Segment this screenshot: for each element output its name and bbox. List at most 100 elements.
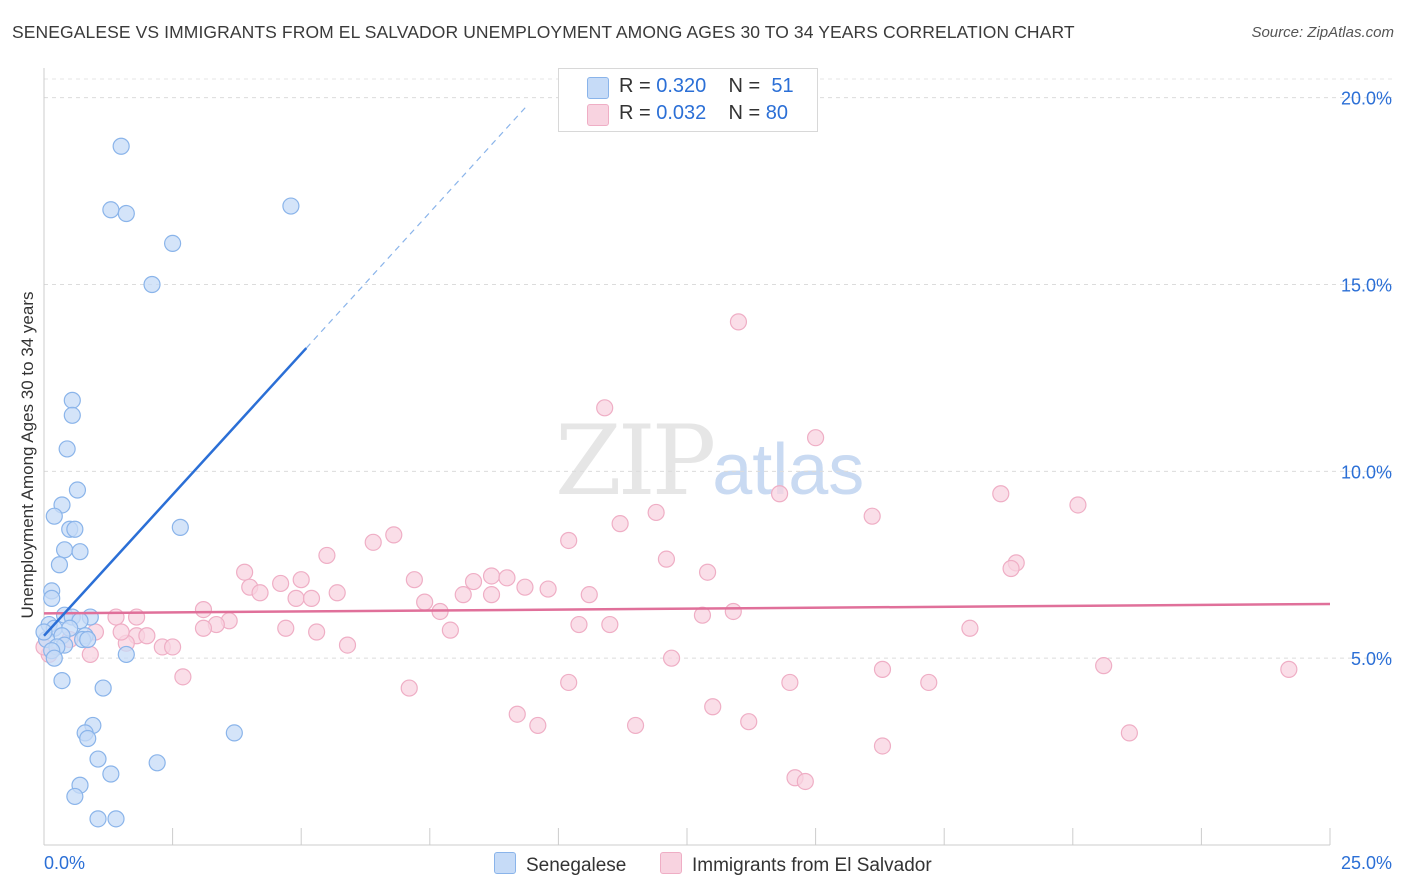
legend-r-value: 0.032 xyxy=(656,102,707,124)
senegalese-point xyxy=(66,787,84,806)
senegalese-point xyxy=(55,541,74,559)
x-tick-label: 0.0% xyxy=(44,853,85,873)
y-tick-label: 20.0% xyxy=(1341,89,1392,109)
legend-n-value: 80 xyxy=(765,102,789,124)
y-tick-label: 15.0% xyxy=(1341,276,1392,296)
el-salvador-point xyxy=(781,673,799,692)
el-salvador-point xyxy=(516,578,534,596)
el-salvador-point xyxy=(611,515,629,533)
el-salvador-point xyxy=(961,619,979,637)
el-salvador-point xyxy=(112,623,130,641)
el-salvador-point xyxy=(416,593,434,611)
senegalese-point xyxy=(79,630,97,649)
el-salvador-point xyxy=(529,716,547,735)
el-salvador-point xyxy=(138,627,156,645)
legend-r-label: R = xyxy=(619,75,657,97)
senegalese-point xyxy=(89,750,107,768)
y-tick-label: 5.0% xyxy=(1351,649,1392,669)
el-salvador-point xyxy=(873,660,892,678)
legend-swatch-senegalese xyxy=(587,77,609,99)
el-salvador-point xyxy=(596,399,614,417)
el-salvador-point xyxy=(464,572,483,591)
bottom-legend-label-senegalese: Senegalese xyxy=(526,855,627,876)
el-salvador-point xyxy=(194,619,213,637)
senegalese-point xyxy=(58,440,76,458)
correlation-legend: R = 0.320 N = 51 R = 0.032 N = 80 xyxy=(558,68,818,132)
senegalese-point xyxy=(117,204,135,223)
el-salvador-point xyxy=(657,550,676,568)
el-salvador-point xyxy=(405,571,423,589)
legend-n-label: N = xyxy=(728,75,766,97)
senegalese-point xyxy=(45,649,63,667)
el-salvador-point xyxy=(272,574,290,593)
el-salvador-point xyxy=(482,567,501,585)
el-salvador-point xyxy=(318,546,336,565)
el-salvador-point xyxy=(174,668,192,686)
senegalese-point xyxy=(71,543,89,561)
senegalese-point xyxy=(43,589,61,607)
senegalese-point xyxy=(107,810,125,828)
bottom-legend-label-el-salvador: Immigrants from El Salvador xyxy=(692,855,932,876)
el-salvador-point xyxy=(863,507,881,525)
el-salvador-point xyxy=(498,569,516,587)
el-salvador-point xyxy=(626,716,645,735)
el-salvador-point xyxy=(724,602,742,621)
el-salvador-point xyxy=(729,313,748,331)
el-salvador-point xyxy=(385,526,403,544)
el-salvador-point xyxy=(1095,657,1113,675)
watermark: ZIPatlas xyxy=(555,405,864,517)
legend-r-label: R = xyxy=(619,102,657,124)
el-salvador-point xyxy=(482,586,501,604)
el-salvador-point xyxy=(796,772,814,791)
senegalese-trendline xyxy=(43,347,308,637)
senegalese-point xyxy=(171,518,189,536)
senegalese-point xyxy=(164,234,182,253)
source-label: Source: ZipAtlas.com xyxy=(1251,24,1394,41)
el-salvador-point xyxy=(1120,724,1138,742)
senegalese-point xyxy=(282,197,300,215)
senegalese-point xyxy=(148,754,166,772)
el-salvador-point xyxy=(302,589,321,607)
el-salvador-point xyxy=(308,623,326,641)
legend-r-value: 0.320 xyxy=(656,75,707,97)
el-salvador-point xyxy=(770,485,789,503)
el-salvador-point xyxy=(992,485,1010,503)
el-salvador-point xyxy=(81,645,99,664)
el-salvador-point xyxy=(1069,496,1087,514)
senegalese-point xyxy=(102,201,120,219)
el-salvador-point xyxy=(454,586,472,604)
senegalese-point xyxy=(35,623,53,641)
x-tick-label: 25.0% xyxy=(1341,853,1392,873)
el-salvador-point xyxy=(570,615,588,634)
el-salvador-point xyxy=(662,649,681,667)
chart-title: SENEGALESE VS IMMIGRANTS FROM EL SALVADO… xyxy=(12,22,1075,42)
senegalese-point xyxy=(63,391,81,409)
legend-swatch-el-salvador xyxy=(587,104,609,126)
senegalese-point xyxy=(66,520,84,538)
watermark-zip: ZIP xyxy=(555,405,716,517)
el-salvador-point xyxy=(364,533,382,551)
el-salvador-point xyxy=(740,713,758,731)
bottom-legend-swatch-senegalese xyxy=(494,852,516,874)
senegalese-point xyxy=(53,671,71,690)
el-salvador-point xyxy=(580,586,598,604)
el-salvador-point xyxy=(560,673,578,692)
el-salvador-point xyxy=(277,619,295,637)
legend-n-value: 51 xyxy=(771,75,794,97)
el-salvador-point xyxy=(236,563,254,581)
el-salvador-point xyxy=(704,698,722,716)
senegalese-point xyxy=(102,765,120,783)
senegalese-point xyxy=(68,481,87,499)
el-salvador-point xyxy=(338,636,357,654)
bottom-legend-el-salvador: Immigrants from El Salvador xyxy=(660,852,932,877)
y-tick-label: 10.0% xyxy=(1341,462,1392,482)
bottom-legend-swatch-el-salvador xyxy=(660,852,682,874)
bottom-legend-senegalese: Senegalese xyxy=(494,852,626,877)
el-salvador-point xyxy=(873,737,892,755)
senegalese-point xyxy=(225,724,243,742)
senegalese-point xyxy=(79,729,97,748)
senegalese-point xyxy=(112,137,130,155)
senegalese-point xyxy=(45,507,63,525)
el-salvador-point xyxy=(251,584,269,602)
el-salvador-point xyxy=(508,705,526,723)
